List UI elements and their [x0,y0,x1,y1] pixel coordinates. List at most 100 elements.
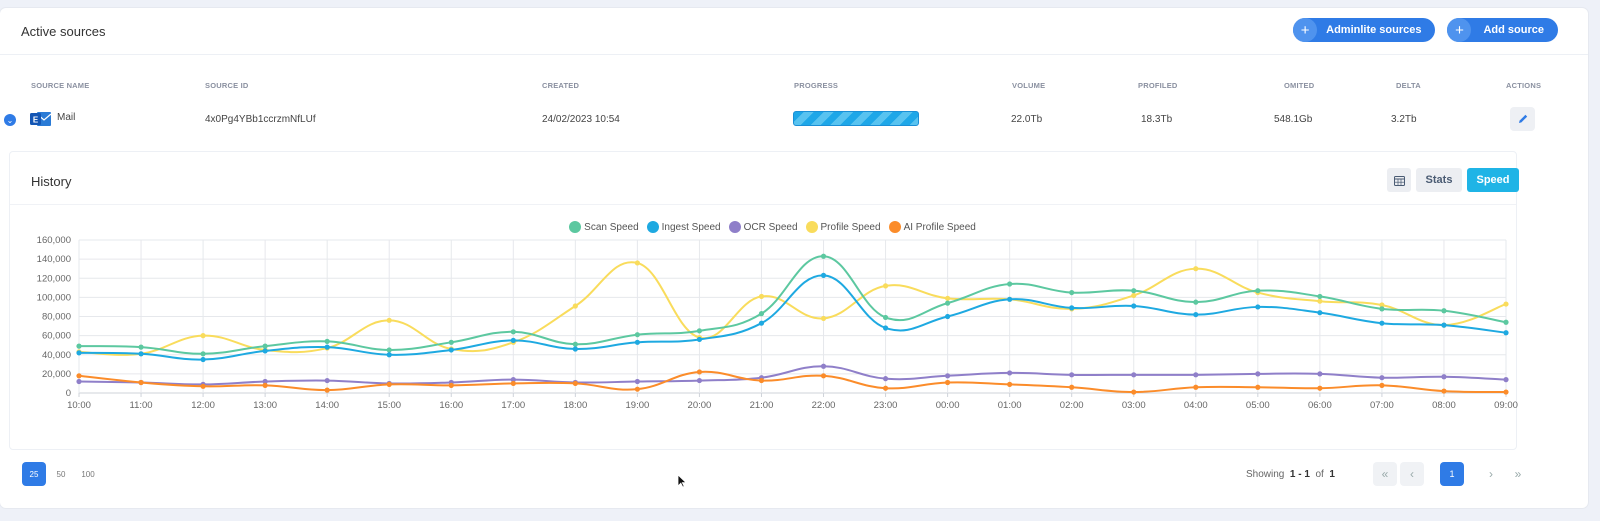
ai-profile-speed-point[interactable] [1255,384,1261,390]
profile-speed-point[interactable] [1193,266,1199,272]
ai-profile-speed-point[interactable] [758,377,765,384]
ingest-speed-point[interactable] [200,356,206,363]
ingest-speed-point[interactable] [76,350,82,356]
ingest-speed-point[interactable] [510,337,516,344]
scan-speed-point[interactable] [386,347,392,353]
column-header-profiled[interactable]: PROFILED [1138,81,1178,90]
ai-profile-speed-point[interactable] [76,373,82,379]
ocr-speed-point[interactable] [510,377,516,383]
ocr-speed-point[interactable] [262,378,268,385]
ai-profile-speed-point[interactable] [634,386,640,392]
ingest-speed-point[interactable] [945,313,951,320]
ai-profile-speed-point[interactable] [386,381,392,387]
column-header-source-id[interactable]: SOURCE ID [205,81,249,90]
next-page-icon[interactable]: › [1489,467,1493,481]
ingest-speed-point[interactable] [262,348,268,354]
ai-profile-speed-point[interactable] [1007,381,1013,387]
ai-profile-speed-point[interactable] [200,383,206,389]
ocr-speed-point[interactable] [1069,372,1075,378]
ai-profile-speed-point[interactable] [262,382,268,388]
scan-speed-point[interactable] [448,339,454,345]
legend-item-scan-speed[interactable]: Scan Speed [569,221,639,233]
per-page-25[interactable]: 25 [22,462,46,486]
profile-speed-point[interactable] [634,260,640,266]
ocr-speed-point[interactable] [1255,371,1261,377]
scan-speed-point[interactable] [1503,319,1509,325]
first-page-icon[interactable]: « [1373,462,1397,486]
adminlite-sources-button[interactable]: + Adminlite sources [1293,18,1436,42]
expand-chevron-icon[interactable]: ⌄ [4,114,16,126]
scan-speed-point[interactable] [634,332,640,338]
profile-speed-point[interactable] [820,315,827,322]
scan-speed-point[interactable] [696,328,703,334]
column-header-omited[interactable]: OMITED [1284,81,1315,90]
ai-profile-speed-point[interactable] [510,380,516,387]
ingest-speed-point[interactable] [758,320,765,326]
ingest-speed-point[interactable] [1317,310,1323,316]
column-header-created[interactable]: CREATED [542,81,580,90]
column-header-volume[interactable]: VOLUME [1012,81,1046,90]
legend-item-ai-profile-speed[interactable]: AI Profile Speed [888,221,976,233]
ingest-speed-point[interactable] [386,352,392,358]
ocr-speed-point[interactable] [1317,371,1323,377]
column-header-delta[interactable]: DELTA [1396,81,1421,90]
table-row[interactable]: ⌄ E Mail 4x0Pg4YBb1ccrzmNfLUf 24/02/2023… [4,98,1564,140]
ocr-speed-point[interactable] [1131,372,1137,378]
ingest-speed-point[interactable] [138,351,144,357]
legend-item-ocr-speed[interactable]: OCR Speed [728,221,798,233]
scan-speed-point[interactable] [820,253,827,259]
scan-speed-point[interactable] [1131,288,1137,294]
profile-speed-point[interactable] [1317,298,1323,304]
ingest-speed-point[interactable] [820,272,827,278]
prev-page-icon[interactable]: ‹ [1400,462,1424,486]
ingest-speed-point[interactable] [634,339,640,345]
profile-speed-point[interactable] [200,333,206,339]
per-page-50[interactable]: 50 [56,469,66,479]
ingest-speed-point[interactable] [1069,305,1075,311]
ocr-speed-point[interactable] [945,373,951,379]
ai-profile-speed-point[interactable] [572,380,578,387]
ai-profile-speed-point[interactable] [1131,389,1137,395]
ai-profile-speed-point[interactable] [696,369,703,375]
scan-speed-point[interactable] [262,343,268,349]
ocr-speed-point[interactable] [324,377,330,384]
scan-speed-point[interactable] [1007,281,1013,287]
ingest-speed-point[interactable] [1503,330,1509,336]
ocr-speed-point[interactable] [1503,377,1509,383]
ai-profile-speed-point[interactable] [945,379,951,386]
scan-speed-point[interactable] [1255,288,1261,294]
ai-profile-speed-point[interactable] [324,387,330,393]
scan-speed-point[interactable] [76,343,82,349]
ingest-speed-point[interactable] [1379,320,1385,326]
scan-speed-point[interactable] [1193,299,1199,305]
ingest-speed-point[interactable] [448,347,454,353]
ocr-speed-point[interactable] [1441,374,1447,380]
profile-speed-point[interactable] [945,295,951,301]
scan-speed-point[interactable] [138,344,144,350]
scan-speed-point[interactable] [1317,293,1323,300]
page-1-button[interactable]: 1 [1440,462,1464,486]
ocr-speed-point[interactable] [1379,375,1385,381]
column-header-progress[interactable]: PROGRESS [794,81,839,90]
ocr-speed-point[interactable] [76,378,82,385]
profile-speed-point[interactable] [1503,301,1509,307]
ai-profile-speed-point[interactable] [1441,388,1447,394]
speed-button[interactable]: Speed [1467,168,1519,192]
scan-speed-point[interactable] [1069,289,1075,296]
ingest-speed-point[interactable] [572,346,578,352]
profile-speed-point[interactable] [1131,292,1137,299]
ai-profile-speed-point[interactable] [1379,382,1385,388]
ingest-speed-point[interactable] [1131,303,1137,309]
ingest-speed-point[interactable] [324,344,330,350]
scan-speed-point[interactable] [1441,308,1447,314]
ai-profile-speed-point[interactable] [1503,389,1509,395]
profile-speed-point[interactable] [572,303,578,309]
ingest-speed-point[interactable] [1255,304,1261,310]
ai-profile-speed-point[interactable] [820,373,827,379]
ingest-speed-point[interactable] [882,325,889,331]
ocr-speed-point[interactable] [696,377,703,384]
scan-speed-point[interactable] [200,351,206,357]
ai-profile-speed-point[interactable] [1069,384,1075,390]
ocr-speed-point[interactable] [820,363,827,369]
scan-speed-point[interactable] [882,314,889,321]
